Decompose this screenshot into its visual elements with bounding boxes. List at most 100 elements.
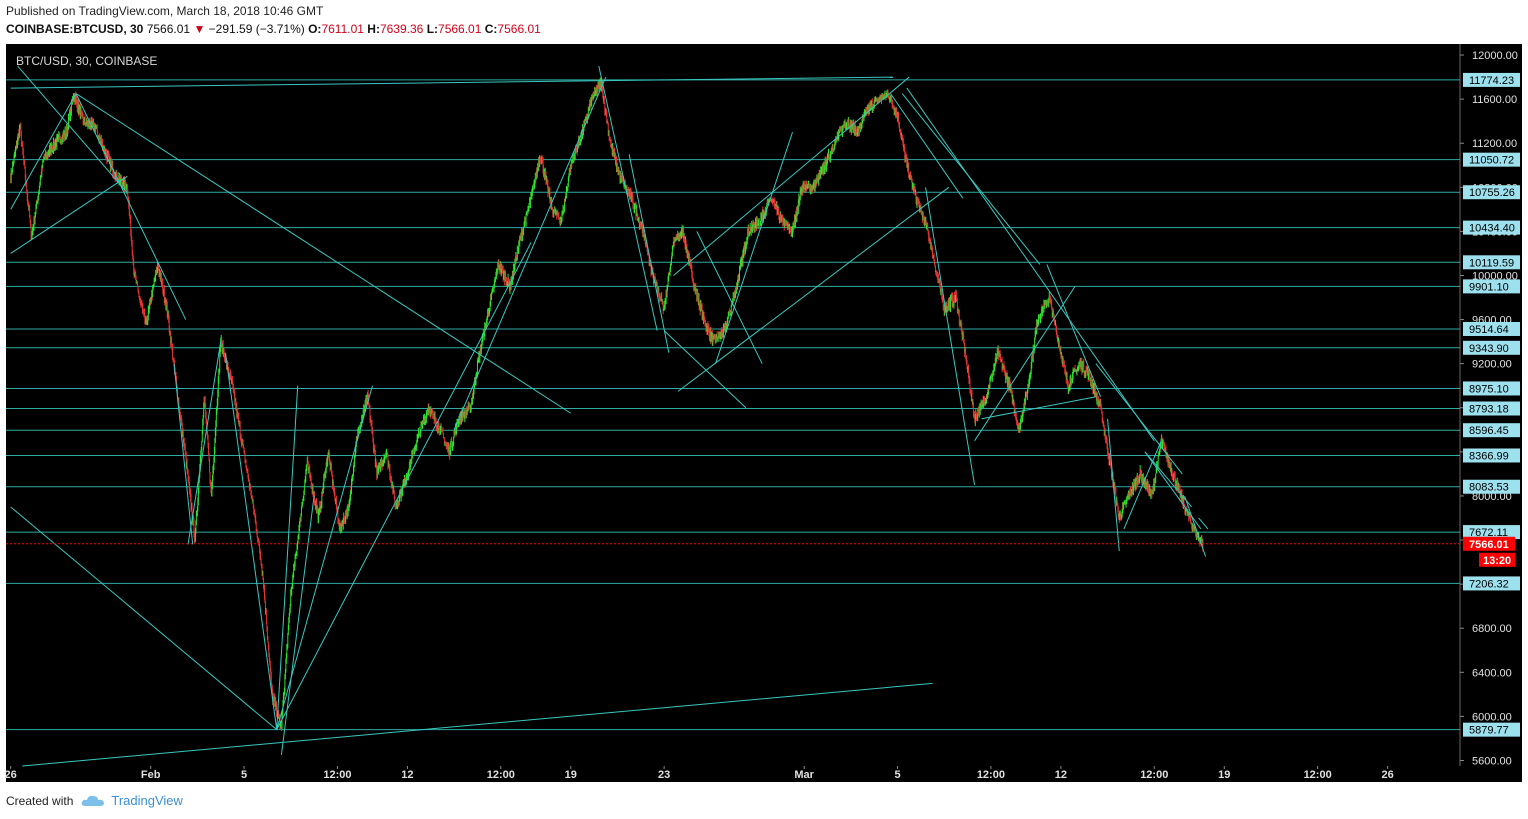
trendline-3 — [10, 93, 77, 210]
x-tick-label-7: 23 — [658, 769, 670, 781]
level-label-11: 8366.99 — [1469, 450, 1509, 462]
tradingview-brand[interactable]: TradingView — [111, 793, 183, 808]
high-value: 7639.36 — [379, 22, 424, 36]
countdown-label: 13:20 — [1483, 555, 1511, 567]
level-label-bg-11 — [1463, 448, 1520, 463]
candles — [10, 77, 1204, 732]
trendline-8 — [276, 385, 373, 730]
symbol-label: COINBASE:BTCUSD, 30 — [6, 22, 144, 36]
last-price-label-bg — [1463, 536, 1515, 551]
low-label: L: — [426, 22, 439, 36]
y-tick-label-9: 9200.00 — [1472, 359, 1512, 371]
level-label-6: 9514.64 — [1469, 324, 1509, 336]
level-label-15: 5879.77 — [1469, 725, 1509, 737]
x-tick-label-6: 19 — [565, 769, 577, 781]
x-tick-label-5: 12:00 — [487, 769, 515, 781]
created-with-label: Created with — [6, 793, 74, 808]
trendline-36 — [1184, 495, 1207, 557]
level-label-3: 10434.40 — [1469, 223, 1515, 235]
trendlines — [10, 65, 1209, 767]
trendline-24 — [890, 93, 964, 199]
close-value: 7566.01 — [497, 22, 541, 36]
trendline-18 — [628, 154, 670, 353]
trendline-13 — [276, 242, 532, 730]
y-tick-label-0: 5600.00 — [1472, 755, 1512, 767]
price-chart[interactable]: 5600.006000.006400.006800.007200.007600.… — [0, 42, 1528, 787]
level-label-bg-12 — [1463, 479, 1520, 494]
y-tick-label-3: 6800.00 — [1472, 623, 1512, 635]
trendline-16 — [598, 65, 658, 331]
level-labels: 11774.23 11050.72 10755.26 10434.40 10119.59… — [1463, 72, 1520, 737]
x-tick-label-12: 12:00 — [1140, 769, 1168, 781]
level-label-bg-7 — [1463, 340, 1520, 355]
x-tick-label-1: Feb — [141, 769, 161, 781]
x-tick-label-0: 26 — [5, 769, 17, 781]
y-tick-label-15: 11600.00 — [1472, 94, 1517, 106]
x-tick-label-4: 12 — [401, 769, 413, 781]
level-label-bg-13 — [1463, 525, 1520, 540]
trendline-14 — [22, 682, 933, 767]
level-label-bg-10 — [1463, 423, 1520, 438]
level-label-bg-15 — [1463, 722, 1520, 737]
level-label-4: 10119.59 — [1469, 257, 1514, 269]
trendline-19 — [663, 330, 747, 409]
level-label-bg-1 — [1463, 152, 1520, 167]
trendline-12 — [173, 363, 194, 545]
trendline-30 — [1046, 264, 1102, 397]
trendline-21 — [673, 76, 910, 276]
trendline-27 — [925, 187, 976, 485]
close-label: C: — [484, 22, 498, 36]
trendline-0 — [17, 65, 128, 194]
level-label-10: 8596.45 — [1469, 425, 1509, 437]
trendline-31 — [1095, 363, 1183, 475]
trendline-11 — [187, 341, 222, 545]
last-value: 7566.01 — [146, 22, 191, 36]
open-label: O: — [308, 22, 322, 36]
level-label-0: 11774.23 — [1469, 75, 1514, 87]
trendline-7 — [224, 352, 278, 730]
trendline-9 — [276, 385, 299, 730]
x-tick-label-13: 19 — [1218, 769, 1230, 781]
countdown-label-bg — [1479, 552, 1515, 567]
level-label-bg-14 — [1463, 576, 1520, 591]
level-label-14: 7206.32 — [1469, 578, 1509, 590]
trendline-34 — [1144, 451, 1192, 508]
open-value: 7611.01 — [321, 22, 364, 36]
ohlc-header: COINBASE:BTCUSD, 30 7566.01 ▼ −291.59 (−… — [6, 22, 541, 36]
plot-background — [6, 44, 1460, 766]
level-label-5: 9901.10 — [1469, 281, 1509, 293]
tradingview-cloud-icon — [82, 795, 105, 806]
level-label-13: 7672.11 — [1469, 527, 1508, 539]
trendline-32 — [1107, 418, 1120, 552]
chart-title: BTC/USD, 30, COINBASE — [16, 54, 157, 68]
trendline-26 — [906, 87, 1155, 442]
trendline-4 — [75, 93, 572, 414]
last-price-label: 7566.01 — [1469, 539, 1509, 551]
trendline-29 — [981, 396, 1097, 420]
trendline-15 — [453, 76, 607, 430]
level-label-bg-0 — [1463, 72, 1520, 87]
trendline-10 — [280, 495, 315, 756]
level-label-bg-4 — [1463, 255, 1520, 270]
trendline-28 — [974, 286, 1076, 442]
level-label-bg-5 — [1463, 279, 1520, 294]
y-tick-label-1: 6000.00 — [1472, 711, 1512, 723]
x-tick-label-11: 12 — [1055, 769, 1067, 781]
x-tick-label-3: 12:00 — [323, 769, 351, 781]
footer: Created with TradingView — [6, 793, 183, 808]
trendline-5 — [75, 93, 187, 320]
x-tick-label-2: 5 — [241, 769, 247, 781]
x-tick-label-14: 12:00 — [1304, 769, 1332, 781]
change-value: −291.59 (−3.71%) — [208, 22, 305, 36]
y-tick-label-16: 12000.00 — [1472, 50, 1518, 62]
level-label-1: 11050.72 — [1469, 155, 1514, 167]
x-tick-label-8: Mar — [794, 769, 814, 781]
level-label-7: 9343.90 — [1469, 343, 1509, 355]
level-label-8: 8975.10 — [1469, 383, 1509, 395]
down-arrow-icon: ▼ — [193, 22, 206, 36]
level-label-12: 8083.53 — [1469, 482, 1509, 494]
trendline-20 — [696, 231, 763, 364]
trendline-23 — [715, 132, 793, 364]
time-axis[interactable] — [6, 766, 1522, 782]
horizontal-levels — [6, 79, 1460, 731]
